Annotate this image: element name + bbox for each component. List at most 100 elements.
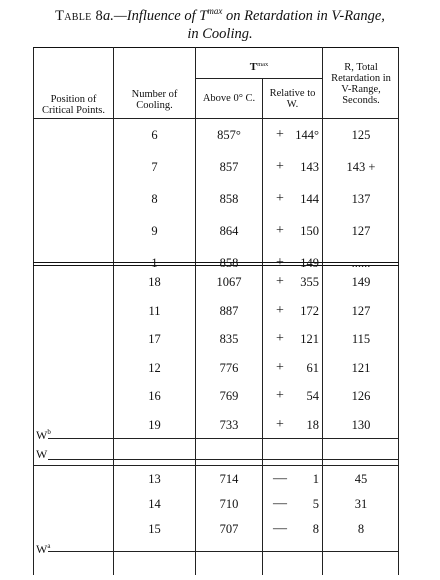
header-retardation: R, Total Retardation in V-Range, Seconds… [331,62,391,106]
cell-retardation: 143 + [346,160,376,174]
w-rule-lower [33,465,399,466]
header-rule [33,118,399,119]
wb-rule [48,438,399,439]
cell-retardation: 121 [351,360,371,375]
caption-lead-suffix: a [103,8,111,24]
cell-number: 8 [151,192,158,206]
relative-sign: + [276,127,284,142]
cell-retardation: 125 [351,128,371,142]
col-divider-4 [322,47,323,575]
cell-number: 9 [151,224,158,238]
cell-number: 19 [148,417,161,432]
cell-retardation: 31 [354,497,368,511]
cell-above: 835 [219,332,239,346]
cell-number: 14 [148,497,161,511]
marker-wb: Wb [36,428,51,442]
cell-retardation: ...... [351,256,371,270]
caption-line-2: in Cooling. [187,26,253,42]
relative-value: 144 [300,192,319,206]
cell-number: 6 [151,128,158,142]
header-position: Position of Critical Points. [42,94,105,116]
relative-value: 143 [300,160,319,174]
marker-wa: Wa [36,542,51,556]
relative-sign: + [276,359,284,375]
caption-title-rest: on Retardation in V-Range, [222,8,385,24]
cell-retardation: 126 [351,389,371,403]
cell-above: 864 [219,224,239,238]
relative-sign: + [276,388,284,403]
table-caption: Table 8a.—Influence of Tmax on Retardati… [0,2,440,43]
relative-sign: + [276,331,284,346]
col-divider-1 [113,47,114,575]
cell-retardation: 127 [351,224,371,238]
marker-w: W [36,447,48,461]
relative-value: 355 [300,275,319,289]
caption-sup: max [207,6,223,16]
cell-above: 710 [219,497,239,511]
caption-line-1: Table 8a.—Influence of Tmax on Retardati… [0,2,440,25]
tmax-underline [195,78,322,79]
cell-retardation: 45 [354,472,368,486]
relative-sign: + [276,191,284,206]
relative-value: 149 [300,256,319,270]
w-rule [48,459,399,460]
relative-value: 8 [312,522,319,536]
relative-sign: + [276,416,284,432]
cell-number: 17 [148,332,161,346]
cell-above: 887 [219,303,239,318]
cell-retardation: 115 [351,332,371,346]
relative-value: 54 [306,389,320,403]
relative-value: 144° [295,128,319,142]
cell-retardation: 8 [357,522,365,536]
caption-lead: Table 8 [55,8,104,24]
header-relative: Relative to W. [269,88,316,110]
relative-sign: + [276,159,284,174]
cell-number: 15 [148,522,161,536]
wa-rule [48,551,399,552]
col-divider-2 [195,47,196,575]
cell-number: 16 [148,389,161,403]
cell-above: 858 [219,192,239,206]
relative-sign: — [273,471,287,486]
relative-value: 121 [300,332,319,346]
header-tmax: Tmax [249,61,269,73]
cell-number: 13 [148,472,161,486]
cell-number: 18 [148,275,161,289]
cell-number: 1 [151,256,158,270]
cell-above: 714 [219,472,239,486]
group-rule-1a [33,262,399,263]
relative-value: 1 [312,472,319,486]
relative-value: 18 [306,417,320,432]
cell-above: 733 [219,417,239,432]
table-frame [33,47,399,575]
relative-sign: + [276,223,284,238]
relative-sign: + [276,255,284,270]
cell-above: 769 [219,389,239,403]
cell-above: 857° [217,128,241,142]
cell-retardation: 127 [351,303,371,318]
caption-title: .—Influence of T [110,8,208,24]
cell-number: 12 [148,360,161,375]
cell-above: 857 [219,160,239,174]
relative-value: 61 [306,360,320,375]
col-divider-3 [262,78,263,575]
header-above: Above 0° C. [202,93,256,104]
cell-retardation: 149 [351,275,371,289]
relative-sign: — [273,521,287,536]
relative-sign: + [276,274,284,289]
relative-value: 150 [300,224,319,238]
header-number: Number of Cooling. [131,89,178,111]
group-rule-1b [33,265,399,266]
cell-above: 776 [219,360,239,375]
relative-sign: + [276,302,284,318]
cell-above: 1067 [216,275,242,289]
cell-retardation: 130 [351,417,371,432]
relative-value: 172 [300,303,319,318]
cell-number: 11 [148,303,161,318]
cell-retardation: 137 [351,192,371,206]
relative-sign: — [273,496,287,511]
cell-number: 7 [151,160,158,174]
cell-above: 707 [219,522,239,536]
cell-above: 858 [219,256,239,270]
relative-value: 5 [312,497,319,511]
